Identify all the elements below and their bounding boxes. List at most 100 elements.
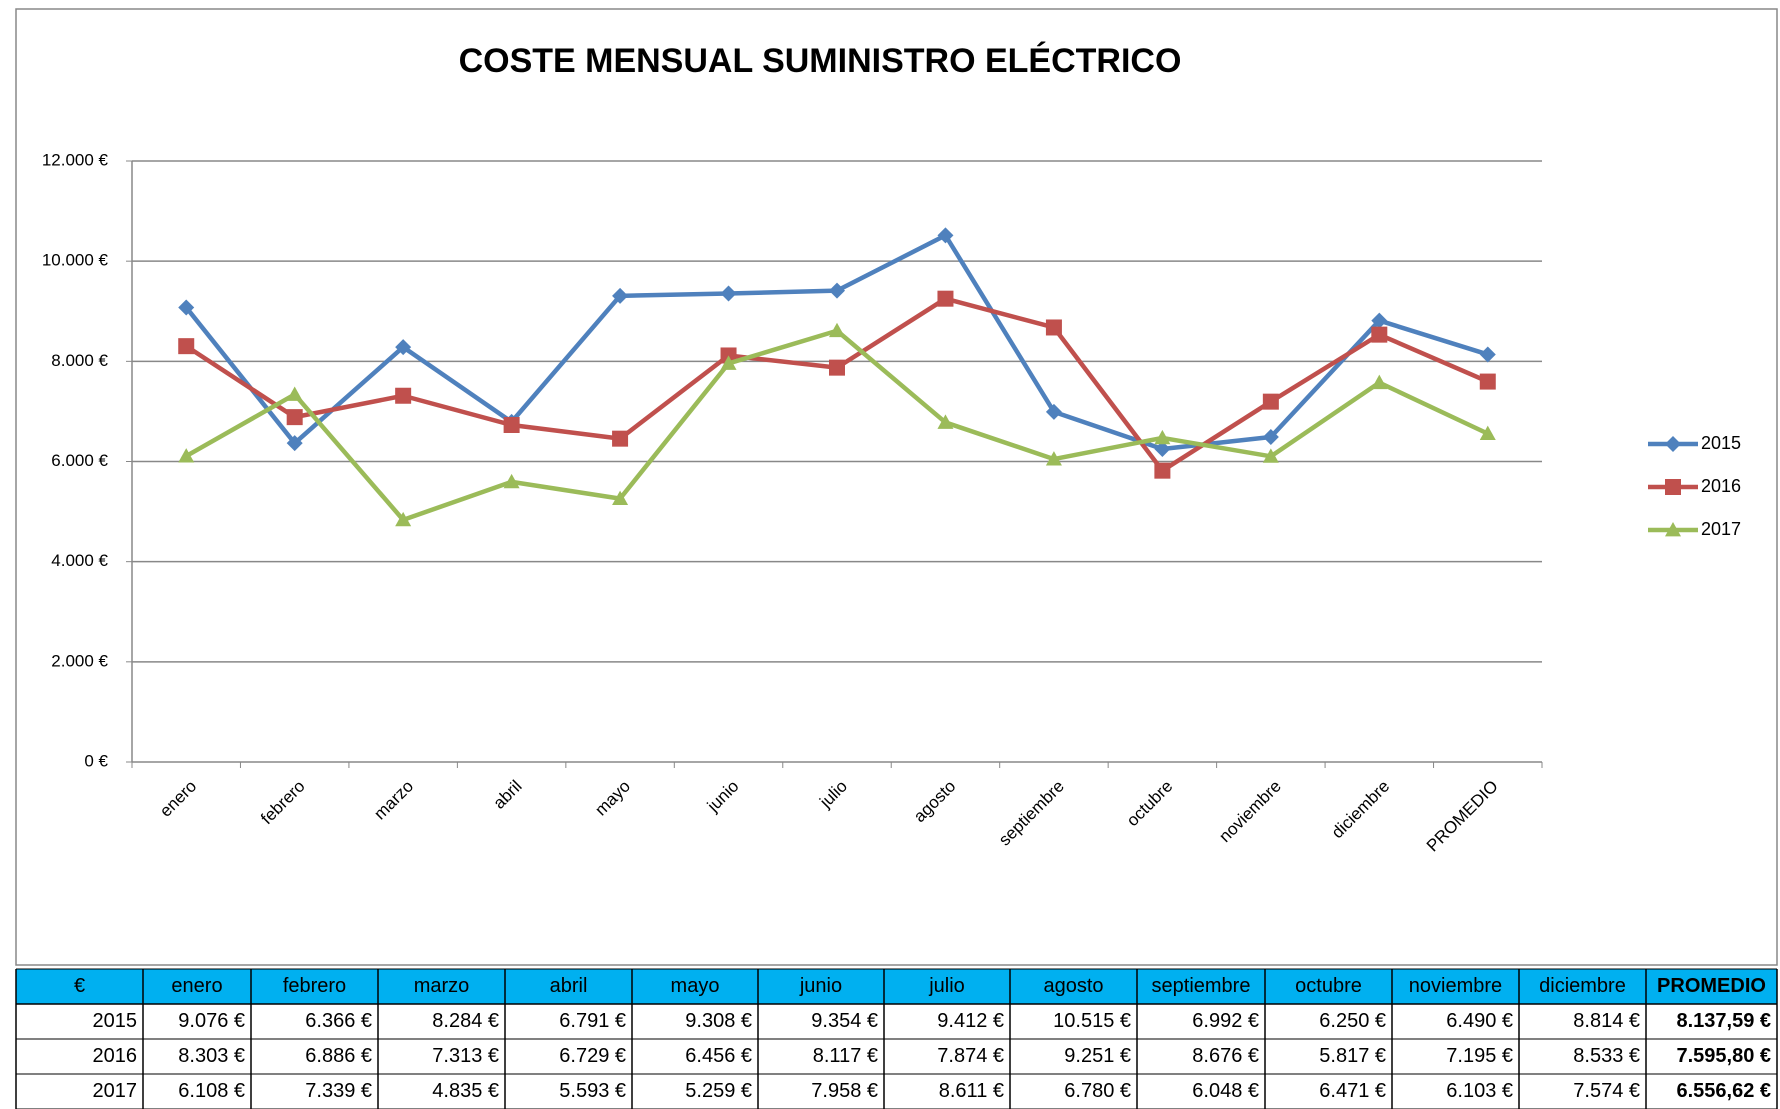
legend-label: 2015 <box>1701 433 1741 453</box>
table-header: marzo <box>414 975 470 997</box>
table-cell: 7.195 € <box>1446 1045 1513 1067</box>
table-header: enero <box>171 975 222 997</box>
table-row-label: 2015 <box>93 1010 138 1032</box>
table-cell: 8.137,59 € <box>1676 1010 1771 1032</box>
marker <box>612 430 629 447</box>
marker <box>1371 326 1388 343</box>
table-cell: 7.339 € <box>305 1080 372 1102</box>
marker <box>1479 425 1496 441</box>
y-tick-label: 0 € <box>84 751 108 770</box>
table-header-bg <box>16 969 1777 1004</box>
table-corner: € <box>74 975 85 997</box>
table-cell: 6.366 € <box>305 1010 372 1032</box>
table-cell: 4.835 € <box>432 1080 499 1102</box>
marker <box>937 227 954 244</box>
table-cell: 7.958 € <box>811 1080 878 1102</box>
marker <box>1262 393 1279 410</box>
legend-label: 2017 <box>1701 519 1741 539</box>
marker <box>1154 429 1171 445</box>
table-header: abril <box>550 975 588 997</box>
y-tick-label: 10.000 € <box>42 251 109 270</box>
marker <box>1665 479 1681 495</box>
table-cell: 6.886 € <box>305 1045 372 1067</box>
table-cell: 8.676 € <box>1192 1045 1259 1067</box>
marker <box>1262 448 1279 463</box>
marker <box>720 285 737 302</box>
marker <box>937 414 954 429</box>
table-cell: 6.729 € <box>559 1045 626 1067</box>
marker <box>395 511 412 527</box>
marker <box>178 448 195 463</box>
table-header: julio <box>928 975 965 997</box>
table-header: diciembre <box>1539 975 1626 997</box>
marker <box>503 416 520 433</box>
table-cell: 6.992 € <box>1192 1010 1259 1032</box>
marker <box>829 322 845 338</box>
table-cell: 5.817 € <box>1319 1045 1386 1067</box>
table-header: febrero <box>283 975 346 997</box>
table-cell: 7.595,80 € <box>1676 1045 1771 1067</box>
table-cell: 5.593 € <box>559 1080 626 1102</box>
table-cell: 8.814 € <box>1573 1010 1640 1032</box>
table-cell: 9.412 € <box>937 1010 1004 1032</box>
table-cell: 6.471 € <box>1319 1080 1386 1102</box>
marker <box>1665 522 1681 537</box>
table-cell: 8.117 € <box>813 1045 878 1067</box>
chart-title: COSTE MENSUAL SUMINISTRO ELÉCTRICO <box>459 42 1182 80</box>
y-tick-label: 2.000 € <box>51 651 108 670</box>
marker <box>286 386 303 401</box>
chart-border <box>15 8 1778 966</box>
table-cell: 9.354 € <box>811 1010 878 1032</box>
table-cell: 6.103 € <box>1446 1080 1513 1102</box>
marker <box>829 282 845 299</box>
marker <box>395 387 412 404</box>
table-cell: 7.313 € <box>432 1045 499 1067</box>
table-cell: 5.259 € <box>685 1080 752 1102</box>
table-header: PROMEDIO <box>1657 975 1766 997</box>
marker <box>1665 436 1681 452</box>
marker <box>829 359 845 376</box>
marker <box>1045 319 1062 336</box>
table-header: mayo <box>671 975 720 997</box>
table-header: octubre <box>1295 975 1362 997</box>
table-cell: 6.556,62 € <box>1676 1080 1771 1102</box>
table-row-label: 2016 <box>93 1045 138 1067</box>
marker <box>395 339 412 356</box>
table-cell: 8.284 € <box>432 1010 499 1032</box>
table-row-label: 2017 <box>93 1080 138 1102</box>
marker <box>178 338 195 355</box>
table-header: junio <box>799 975 842 997</box>
y-tick-label: 6.000 € <box>51 451 108 470</box>
legend-label: 2016 <box>1701 476 1741 496</box>
y-tick-label: 12.000 € <box>42 150 109 169</box>
table-cell: 7.874 € <box>937 1045 1004 1067</box>
table-cell: 6.780 € <box>1064 1080 1131 1102</box>
table-cell: 6.250 € <box>1319 1010 1386 1032</box>
table-cell: 9.076 € <box>178 1010 245 1032</box>
marker <box>1045 403 1062 420</box>
table-cell: 10.515 € <box>1053 1010 1131 1032</box>
marker <box>1154 440 1171 457</box>
marker <box>1045 451 1062 466</box>
table-cell: 8.611 € <box>939 1080 1004 1102</box>
table-cell: 8.303 € <box>178 1045 245 1067</box>
table-cell: 6.048 € <box>1192 1080 1259 1102</box>
marker <box>612 490 629 506</box>
table-header: septiembre <box>1152 975 1251 997</box>
table-cell: 9.308 € <box>685 1010 752 1032</box>
table-cell: 7.574 € <box>1573 1080 1640 1102</box>
table-cell: 6.108 € <box>178 1080 245 1102</box>
table-cell: 6.490 € <box>1446 1010 1513 1032</box>
marker <box>286 435 303 452</box>
marker <box>286 409 303 426</box>
marker <box>1479 373 1496 390</box>
marker <box>503 473 520 489</box>
table-header: noviembre <box>1409 975 1502 997</box>
marker <box>1479 346 1496 363</box>
marker <box>1371 312 1388 329</box>
table-cell: 9.251 € <box>1064 1045 1131 1067</box>
marker <box>1154 462 1171 479</box>
marker <box>1262 428 1279 445</box>
marker <box>178 299 195 316</box>
